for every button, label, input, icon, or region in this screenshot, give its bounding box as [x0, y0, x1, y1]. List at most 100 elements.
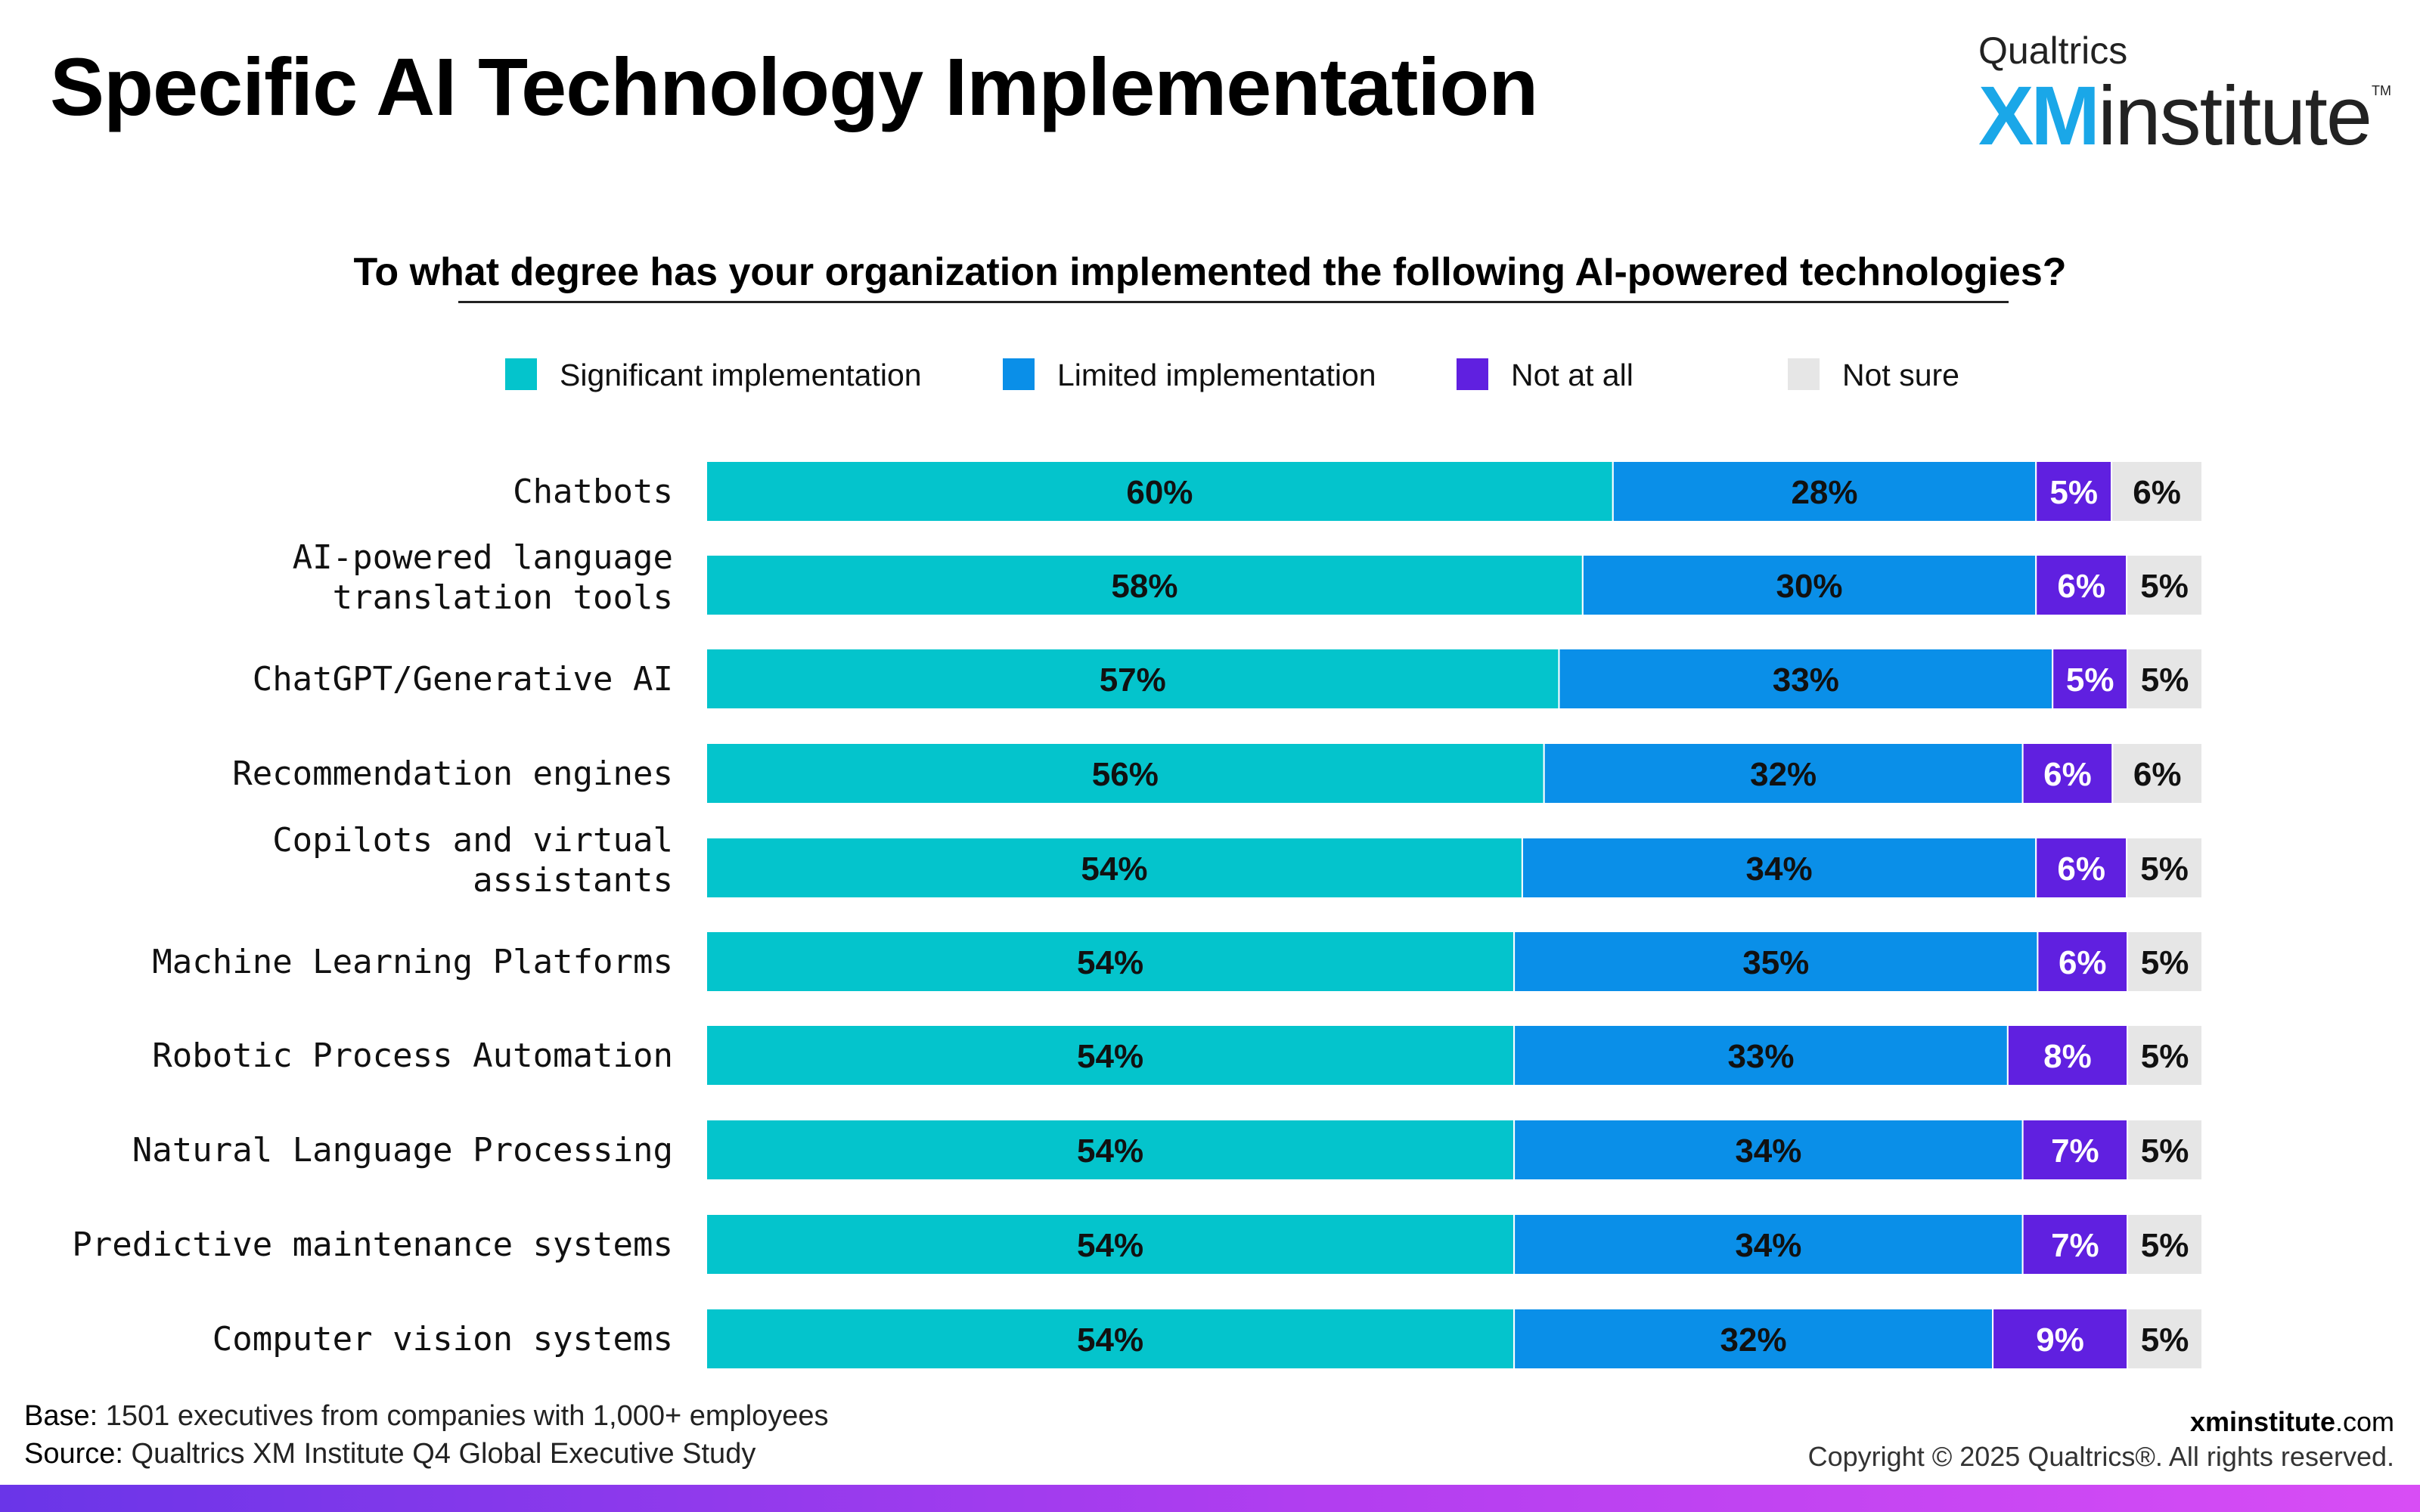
logo-institute-text: institute: [2098, 70, 2372, 163]
bar-segment-limited-implementation-ai-powered-language-translation-tools: [1581, 554, 2037, 616]
data-label-not-sure-predictive-maintenance-systems: 5%: [2141, 1227, 2189, 1264]
bar-segment-not-sure-computer-vision-systems: [2127, 1308, 2204, 1370]
data-label-significant-implementation-robotic-process-automation: 54%: [1077, 1038, 1143, 1075]
data-label-not-sure-recommendation-engines: 6%: [2133, 756, 2182, 793]
base-note: Base: 1501 executives from companies wit…: [24, 1397, 829, 1435]
category-label-copilots-and-virtual-assistants: Copilots and virtual assistants: [272, 821, 673, 900]
website-domain: .com: [2335, 1406, 2394, 1437]
data-label-limited-implementation-computer-vision-systems: 32%: [1720, 1321, 1787, 1359]
legend-swatch-limited: [1003, 358, 1035, 390]
base-key: Base:: [24, 1400, 98, 1432]
bar-segment-limited-implementation-natural-language-processing: [1513, 1119, 2024, 1181]
bottom-gradient-band: [0, 1485, 2420, 1512]
bar-segment-not-sure-robotic-process-automation: [2127, 1024, 2204, 1086]
data-label-limited-implementation-predictive-maintenance-systems: 34%: [1735, 1227, 1801, 1264]
bar-segment-limited-implementation-machine-learning-platforms: [1513, 931, 2039, 993]
data-label-not-sure-chatgpt-generative-ai: 5%: [2141, 662, 2189, 699]
bar-segment-not-sure-chatbots: [2111, 460, 2203, 522]
logo-xm-text: XM: [1978, 70, 2100, 163]
bar-segment-not-at-all-predictive-maintenance-systems: [2021, 1213, 2129, 1275]
category-label-chatbots: Chatbots: [513, 472, 673, 511]
category-label-recommendation-engines: Recommendation engines: [232, 754, 673, 793]
bar-segment-not-at-all-ai-powered-language-translation-tools: [2035, 554, 2128, 616]
logo-trademark: TM: [2372, 83, 2391, 98]
category-label-chatgpt-generative-ai: ChatGPT/Generative AI: [253, 660, 673, 699]
category-label-ai-powered-language-translation-tools: AI-powered language translation tools: [293, 538, 673, 617]
data-label-not-at-all-chatbots: 5%: [2049, 474, 2098, 511]
bar-segment-not-at-all-computer-vision-systems: [1992, 1308, 2129, 1370]
bar-segment-significant-implementation-computer-vision-systems: [706, 1308, 1516, 1370]
data-label-significant-implementation-computer-vision-systems: 54%: [1077, 1321, 1143, 1359]
data-label-not-at-all-robotic-process-automation: 8%: [2043, 1038, 2092, 1075]
legend-swatch-not-at-all: [1457, 358, 1488, 390]
data-label-not-at-all-chatgpt-generative-ai: 5%: [2066, 662, 2114, 699]
data-label-not-at-all-computer-vision-systems: 9%: [2036, 1321, 2084, 1359]
copyright-text: Copyright © 2025 Qualtrics®. All rights …: [1807, 1441, 2394, 1472]
data-label-limited-implementation-copilots-and-virtual-assistants: 34%: [1746, 850, 1813, 888]
category-label-robotic-process-automation: Robotic Process Automation: [152, 1036, 673, 1075]
bar-segment-significant-implementation-recommendation-engines: [706, 742, 1545, 804]
data-label-significant-implementation-ai-powered-language-translation-tools: 58%: [1111, 568, 1177, 605]
chart-question: To what degree has your organization imp…: [353, 250, 2067, 294]
category-label-predictive-maintenance-systems: Predictive maintenance systems: [72, 1225, 673, 1264]
bar-segment-limited-implementation-chatbots: [1612, 460, 2037, 522]
data-label-significant-implementation-natural-language-processing: 54%: [1077, 1132, 1143, 1170]
data-label-limited-implementation-natural-language-processing: 34%: [1735, 1132, 1801, 1170]
data-label-not-sure-chatbots: 6%: [2133, 474, 2181, 511]
chart-legend: Significant implementation Limited imple…: [0, 354, 2420, 396]
logo-qualtrics-text: Qualtrics: [1978, 29, 2128, 72]
legend-label-not-at-all: Not at all: [1511, 358, 1634, 392]
legend-swatch-significant: [505, 358, 537, 390]
website-bold: xminstitute: [2189, 1406, 2335, 1437]
category-label-natural-language-processing: Natural Language Processing: [132, 1131, 673, 1170]
data-label-not-sure-machine-learning-platforms: 5%: [2141, 944, 2189, 981]
source-note: Source: Qualtrics XM Institute Q4 Global…: [24, 1435, 829, 1473]
bar-segment-not-sure-ai-powered-language-translation-tools: [2126, 554, 2204, 616]
data-label-significant-implementation-chatgpt-generative-ai: 57%: [1100, 662, 1166, 699]
bar-segment-not-sure-chatgpt-generative-ai: [2127, 648, 2204, 710]
bar-segment-significant-implementation-natural-language-processing: [706, 1119, 1516, 1181]
data-label-limited-implementation-recommendation-engines: 32%: [1750, 756, 1817, 793]
legend-label-significant: Significant implementation: [560, 358, 922, 392]
legend-swatch-not-sure: [1788, 358, 1820, 390]
bar-segment-significant-implementation-ai-powered-language-translation-tools: [706, 554, 1584, 616]
bar-segment-limited-implementation-recommendation-engines: [1543, 742, 2024, 804]
bar-segment-not-sure-natural-language-processing: [2127, 1119, 2204, 1181]
data-label-significant-implementation-copilots-and-virtual-assistants: 54%: [1081, 850, 1147, 888]
data-label-limited-implementation-chatbots: 28%: [1791, 474, 1857, 511]
data-label-not-at-all-natural-language-processing: 7%: [2051, 1132, 2099, 1170]
data-label-significant-implementation-machine-learning-platforms: 54%: [1077, 944, 1143, 981]
data-label-not-at-all-predictive-maintenance-systems: 7%: [2051, 1227, 2099, 1264]
bar-segment-not-at-all-natural-language-processing: [2021, 1119, 2129, 1181]
data-label-not-at-all-copilots-and-virtual-assistants: 6%: [2057, 850, 2105, 888]
data-label-limited-implementation-machine-learning-platforms: 35%: [1742, 944, 1809, 981]
data-label-limited-implementation-robotic-process-automation: 33%: [1727, 1038, 1794, 1075]
bar-segment-not-at-all-chatbots: [2035, 460, 2113, 522]
bar-segment-significant-implementation-chatbots: [706, 460, 1614, 522]
category-label-machine-learning-platforms: Machine Learning Platforms: [152, 943, 673, 981]
data-label-not-at-all-ai-powered-language-translation-tools: 6%: [2057, 568, 2105, 605]
legend-label-not-sure: Not sure: [1842, 358, 1959, 392]
bar-segment-not-at-all-robotic-process-automation: [2006, 1024, 2129, 1086]
data-label-not-sure-robotic-process-automation: 5%: [2141, 1038, 2189, 1075]
data-label-not-sure-ai-powered-language-translation-tools: 5%: [2140, 568, 2189, 605]
legend-label-limited: Limited implementation: [1057, 358, 1376, 392]
bar-segment-significant-implementation-machine-learning-platforms: [706, 931, 1516, 993]
bar-segment-not-at-all-machine-learning-platforms: [2037, 931, 2129, 993]
page-title: Specific AI Technology Implementation: [50, 41, 1538, 132]
bar-segment-limited-implementation-robotic-process-automation: [1513, 1024, 2009, 1086]
data-label-not-sure-natural-language-processing: 5%: [2141, 1132, 2189, 1170]
data-label-limited-implementation-chatgpt-generative-ai: 33%: [1773, 662, 1839, 699]
footer-notes: Base: 1501 executives from companies wit…: [24, 1397, 829, 1473]
bar-segment-significant-implementation-chatgpt-generative-ai: [706, 648, 1560, 710]
question-underline: [458, 301, 2009, 303]
data-label-not-at-all-recommendation-engines: 6%: [2043, 756, 2092, 793]
data-label-significant-implementation-chatbots: 60%: [1126, 474, 1193, 511]
data-label-not-sure-copilots-and-virtual-assistants: 5%: [2140, 850, 2189, 888]
category-label-computer-vision-systems: Computer vision systems: [213, 1320, 673, 1359]
website-link[interactable]: xminstitute.com: [1808, 1405, 2394, 1439]
bar-segment-limited-implementation-copilots-and-virtual-assistants: [1521, 837, 2037, 899]
bar-segment-not-at-all-chatgpt-generative-ai: [2052, 648, 2129, 710]
bar-segment-not-sure-recommendation-engines: [2111, 742, 2204, 804]
